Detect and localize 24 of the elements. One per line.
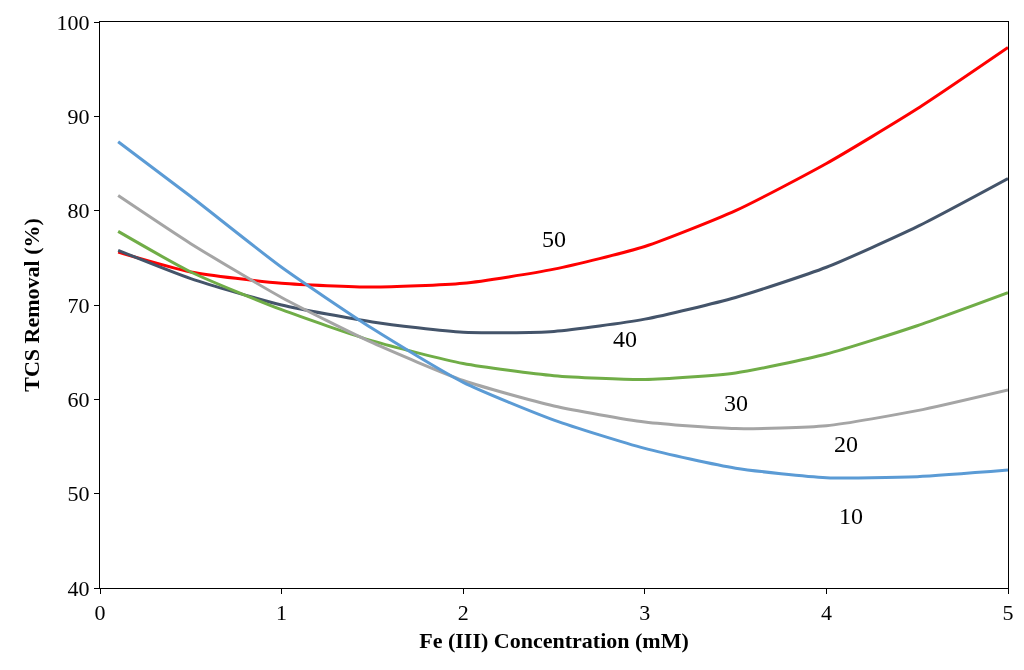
y-tick-label: 40 xyxy=(67,575,90,601)
line-series xyxy=(116,194,1008,431)
line-series xyxy=(116,45,1008,289)
line-series xyxy=(116,229,1008,382)
x-tick-label: 1 xyxy=(276,600,288,626)
line-series xyxy=(116,140,1008,480)
series-label: 30 xyxy=(724,390,748,416)
x-tick-label: 0 xyxy=(94,600,106,626)
series-label: 10 xyxy=(839,503,863,529)
series-label: 40 xyxy=(613,326,637,352)
y-tick-label: 100 xyxy=(56,9,90,35)
x-tick-label: 2 xyxy=(457,600,469,626)
x-tick-label: 3 xyxy=(639,600,651,626)
series-label: 20 xyxy=(834,431,858,457)
y-tick-label: 50 xyxy=(67,481,90,507)
y-axis-title: TCS Removal (%) xyxy=(19,218,45,392)
x-axis-title: Fe (III) Concentration (mM) xyxy=(419,628,689,654)
y-tick-label: 60 xyxy=(67,387,90,413)
y-tick-label: 80 xyxy=(67,198,90,224)
series-label: 50 xyxy=(542,226,566,252)
x-tick-label: 4 xyxy=(820,600,832,626)
y-tick-label: 70 xyxy=(67,292,90,318)
y-tick-label: 90 xyxy=(67,104,90,130)
x-tick-label: 5 xyxy=(1002,600,1014,626)
